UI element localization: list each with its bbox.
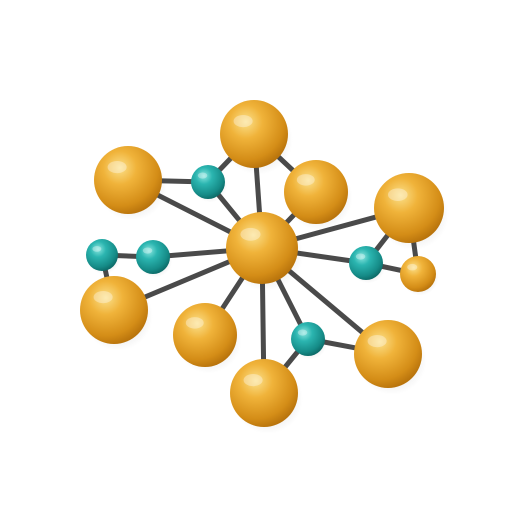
atom-gold-upper-left (94, 146, 167, 221)
atom-gold-far-right (374, 173, 449, 250)
atom-gold-center (226, 212, 304, 292)
atom-gold-top-right (284, 160, 353, 231)
atom-teal-teal-top (191, 165, 228, 203)
atom-teal-teal-bottom (291, 322, 328, 360)
atom-gold-bottom (230, 359, 303, 434)
atoms-layer (80, 100, 449, 434)
atom-teal-teal-left-outer (86, 239, 121, 275)
atom-gold-top (220, 100, 293, 175)
atom-teal-teal-right (349, 246, 386, 284)
atom-teal-teal-left-inner (136, 240, 173, 278)
atom-gold-lower-right (354, 320, 427, 395)
atom-gold-left (80, 276, 153, 351)
atom-gold-lower-left (173, 303, 242, 374)
atom-gold-right-small (400, 256, 439, 296)
